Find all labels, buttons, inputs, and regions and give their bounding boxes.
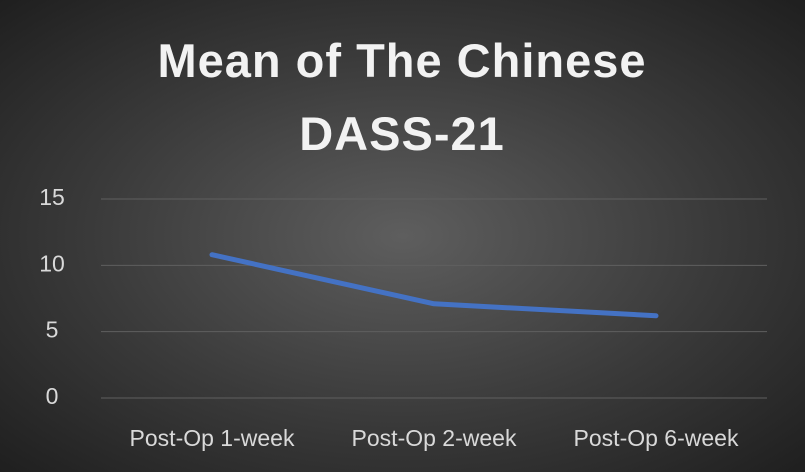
chart-title: Mean of The Chinese DASS-21 xyxy=(157,34,647,160)
y-tick-label: 15 xyxy=(39,184,65,210)
x-tick-label: Post-Op 1-week xyxy=(130,425,295,451)
y-tick-label: 5 xyxy=(46,317,59,343)
y-tick-label: 10 xyxy=(39,250,65,276)
x-tick-label: Post-Op 2-week xyxy=(352,425,517,451)
x-tick-label: Post-Op 6-week xyxy=(574,425,739,451)
y-tick-label: 0 xyxy=(46,383,59,409)
line xyxy=(209,252,659,319)
